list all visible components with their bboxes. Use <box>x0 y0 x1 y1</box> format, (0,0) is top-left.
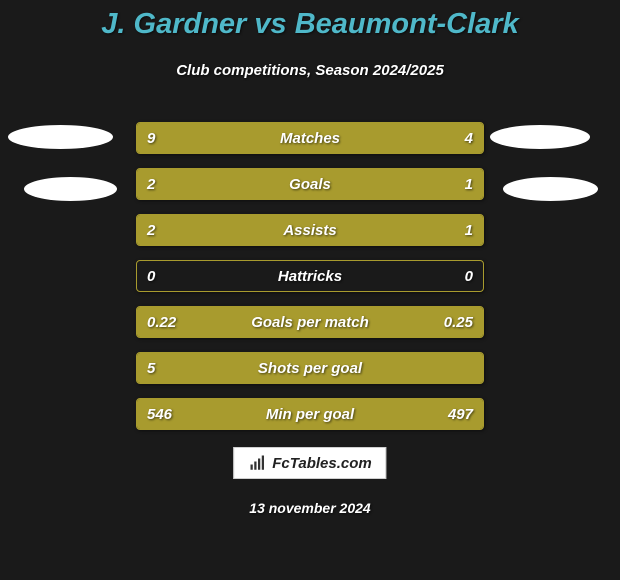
stat-label: Matches <box>137 123 483 153</box>
stat-label: Assists <box>137 215 483 245</box>
footer-site-text: FcTables.com <box>272 455 371 472</box>
player-left-badge-2 <box>24 177 117 201</box>
player-right-badge-1 <box>490 125 590 149</box>
stat-label: Goals <box>137 169 483 199</box>
stat-row: 546497Min per goal <box>136 398 484 430</box>
comparison-canvas: J. Gardner vs Beaumont-Clark Club compet… <box>0 0 620 580</box>
stat-label: Min per goal <box>137 399 483 429</box>
player-right-badge-2 <box>503 177 598 201</box>
stat-row: 00Hattricks <box>136 260 484 292</box>
fctables-logo-icon <box>248 454 266 472</box>
footer-badge[interactable]: FcTables.com <box>233 447 386 479</box>
stat-label: Hattricks <box>137 261 483 291</box>
stat-label: Shots per goal <box>137 353 483 383</box>
title-text: J. Gardner vs Beaumont-Clark <box>101 8 518 40</box>
date-text: 13 november 2024 <box>249 500 370 516</box>
subtitle-text: Club competitions, Season 2024/2025 <box>176 62 444 79</box>
stat-row: 21Goals <box>136 168 484 200</box>
stat-row: 5Shots per goal <box>136 352 484 384</box>
stat-rows: 94Matches 21Goals 21Assists 00Hattricks 0.22… <box>136 122 484 444</box>
date-line: 13 november 2024 <box>0 500 620 516</box>
stat-label: Goals per match <box>137 307 483 337</box>
stat-row: 21Assists <box>136 214 484 246</box>
stat-row: 0.220.25Goals per match <box>136 306 484 338</box>
stat-row: 94Matches <box>136 122 484 154</box>
page-subtitle: Club competitions, Season 2024/2025 <box>0 62 620 79</box>
player-left-badge-1 <box>8 125 113 149</box>
page-title: J. Gardner vs Beaumont-Clark <box>0 8 620 41</box>
